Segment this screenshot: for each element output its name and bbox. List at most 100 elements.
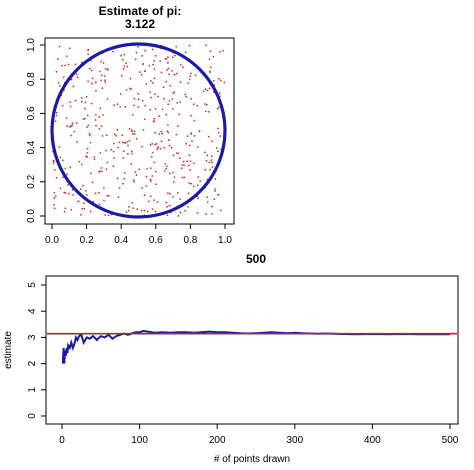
scatter-point <box>93 156 96 158</box>
scatter-point <box>106 69 109 71</box>
x-tick-label: 1.0 <box>218 235 232 246</box>
scatter-point <box>179 101 182 103</box>
scatter-point <box>59 156 62 159</box>
x-axis-label: # of points drawn <box>214 454 290 465</box>
scatter-point <box>149 91 152 94</box>
scatter-point <box>55 176 58 179</box>
scatter-point <box>88 132 91 135</box>
scatter-point <box>105 168 108 171</box>
scatter-point <box>57 58 59 61</box>
scatter-point <box>138 168 141 171</box>
scatter-point <box>116 128 119 131</box>
scatter-point <box>174 54 176 57</box>
scatter-point <box>196 104 199 107</box>
scatter-point <box>86 156 89 158</box>
line-chart-title: 500 <box>246 252 266 266</box>
scatter-point <box>187 205 189 208</box>
scatter-point <box>88 134 91 137</box>
scatter-point <box>171 107 174 110</box>
scatter-point <box>183 164 186 167</box>
scatter-point <box>170 146 173 149</box>
scatter-point <box>153 77 156 80</box>
scatter-point <box>219 209 222 212</box>
scatter-point <box>72 194 74 196</box>
scatter-point <box>211 161 213 164</box>
scatter-point <box>184 51 187 54</box>
scatter-point <box>156 201 159 203</box>
scatter-point <box>151 175 154 177</box>
scatter-point <box>163 170 166 172</box>
scatter-point <box>184 209 187 212</box>
scatter-point <box>121 141 124 144</box>
scatter-point <box>205 213 208 216</box>
scatter-point <box>169 84 172 87</box>
scatter-point <box>75 122 78 124</box>
scatter-point <box>208 161 211 164</box>
scatter-point <box>108 194 110 197</box>
scatter-point <box>167 124 169 126</box>
scatter-point <box>150 96 152 99</box>
scatter-point <box>100 79 102 82</box>
scatter-point <box>160 130 163 133</box>
y-tick-label: 0.2 <box>26 174 37 188</box>
scatter-point <box>194 74 197 77</box>
scatter-point <box>67 192 70 195</box>
scatter-point <box>154 131 156 134</box>
scatter-point <box>86 126 88 129</box>
scatter-point <box>198 130 201 132</box>
scatter-point <box>101 135 104 137</box>
scatter-point <box>91 82 93 85</box>
scatter-point <box>81 207 84 210</box>
scatter-point <box>209 70 211 73</box>
x-tick-label: 100 <box>131 435 148 446</box>
scatter-point <box>168 172 171 175</box>
scatter-point <box>137 98 140 101</box>
scatter-point <box>131 152 134 155</box>
scatter-point <box>196 212 199 214</box>
y-tick-label: 2 <box>27 360 38 366</box>
scatter-point <box>186 160 189 163</box>
scatter-point <box>165 201 168 204</box>
scatter-point <box>149 180 152 183</box>
scatter-point <box>205 103 208 106</box>
scatter-point <box>175 133 178 136</box>
scatter-point <box>156 148 159 151</box>
scatter-point <box>76 140 78 143</box>
scatter-point <box>54 169 56 171</box>
scatter-point <box>118 141 121 144</box>
scatter-point <box>206 201 209 203</box>
scatter-point <box>55 70 58 73</box>
scatter-point <box>191 140 193 143</box>
scatter-point <box>167 61 169 64</box>
scatter-point <box>218 106 220 109</box>
scatter-point <box>103 199 105 202</box>
scatter-point <box>95 81 97 84</box>
scatter-point <box>53 197 56 200</box>
scatter-point <box>205 159 208 162</box>
scatter-point <box>153 117 156 120</box>
scatter-point <box>125 89 128 91</box>
scatter-point <box>66 125 69 128</box>
scatter-point <box>123 150 125 153</box>
scatter-point <box>131 132 134 135</box>
scatter-point <box>130 163 133 166</box>
scatter-point <box>219 135 222 138</box>
scatter-point <box>124 142 127 144</box>
scatter-point <box>218 77 220 80</box>
scatter-point <box>190 132 193 135</box>
scatter-point <box>80 96 83 99</box>
scatter-point <box>154 143 157 146</box>
scatter-point <box>196 184 199 187</box>
scatter-point <box>157 95 160 98</box>
scatter-point <box>168 204 171 207</box>
scatter-point <box>67 184 69 186</box>
scatter-point <box>167 56 169 59</box>
scatter-point <box>85 189 87 192</box>
scatter-point <box>166 69 169 71</box>
scatter-point <box>112 150 115 153</box>
scatter-point <box>84 117 86 120</box>
scatter-point <box>164 163 167 165</box>
scatter-point <box>205 44 208 47</box>
scatter-point <box>144 104 147 107</box>
